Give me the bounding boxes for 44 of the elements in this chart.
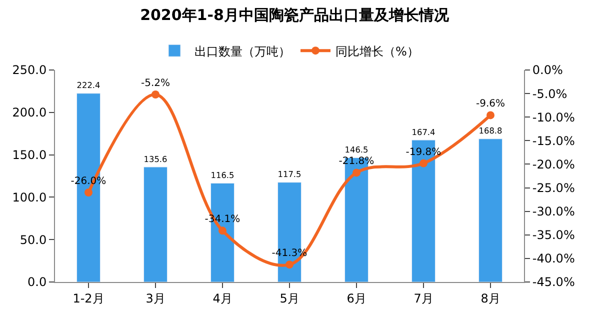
x-tick-label: 4月 — [212, 291, 232, 306]
y2-tick-label: -10.0% — [532, 110, 575, 124]
y2-tick-label: -25.0% — [532, 180, 575, 195]
x-tick-label: 8月 — [480, 291, 500, 306]
y2-tick-label: -40.0% — [532, 252, 575, 266]
legend-label: 同比增长（%） — [336, 44, 419, 58]
data-label: 116.5 — [210, 170, 234, 180]
data-label: 117.5 — [278, 169, 302, 180]
bar — [478, 138, 502, 282]
x-tick-label: 5月 — [280, 291, 300, 306]
point — [152, 90, 160, 98]
point — [286, 260, 294, 269]
point — [420, 159, 428, 168]
y2-tick-label: 0.0% — [532, 63, 563, 78]
y-tick-label: 150.0 — [12, 148, 47, 162]
y-tick-label: 250.0 — [12, 63, 47, 78]
y2-tick-label: -45.0% — [532, 275, 575, 290]
y2-tick-label: -15.0% — [532, 134, 575, 148]
x-tick-label: 1-2月 — [72, 291, 104, 306]
data-label: 167.4 — [412, 126, 436, 137]
point — [218, 226, 226, 235]
y-tick-label: 50.0 — [20, 232, 47, 247]
y2-tick-label: -35.0% — [532, 228, 575, 242]
data-label: -5.2% — [140, 78, 170, 89]
y-tick-label: 200.0 — [12, 106, 47, 120]
y2-tick-label: -30.0% — [532, 204, 575, 219]
data-label: -9.6% — [476, 98, 506, 110]
x-tick-label: 6月 — [346, 291, 366, 306]
data-label: 222.4 — [76, 80, 100, 90]
x-tick-label: 7月 — [414, 291, 434, 306]
legend-label: 出口数量（万吨） — [194, 44, 290, 58]
y-tick-label: 100.0 — [12, 190, 47, 204]
point — [84, 188, 92, 196]
data-label: 168.8 — [478, 126, 502, 136]
chart-title: 2020年1-8月中国陶瓷产品出口量及增长情况 — [140, 6, 450, 24]
point — [352, 168, 360, 177]
data-label: 146.5 — [344, 144, 368, 155]
y2-tick-label: -20.0% — [532, 157, 575, 172]
bar — [144, 166, 168, 282]
y-tick-label: 0.0 — [28, 275, 47, 290]
y2-tick-label: -5.0% — [532, 86, 568, 101]
x-tick-label: 3月 — [146, 291, 166, 306]
point — [486, 111, 494, 120]
data-label: 135.6 — [144, 154, 168, 164]
